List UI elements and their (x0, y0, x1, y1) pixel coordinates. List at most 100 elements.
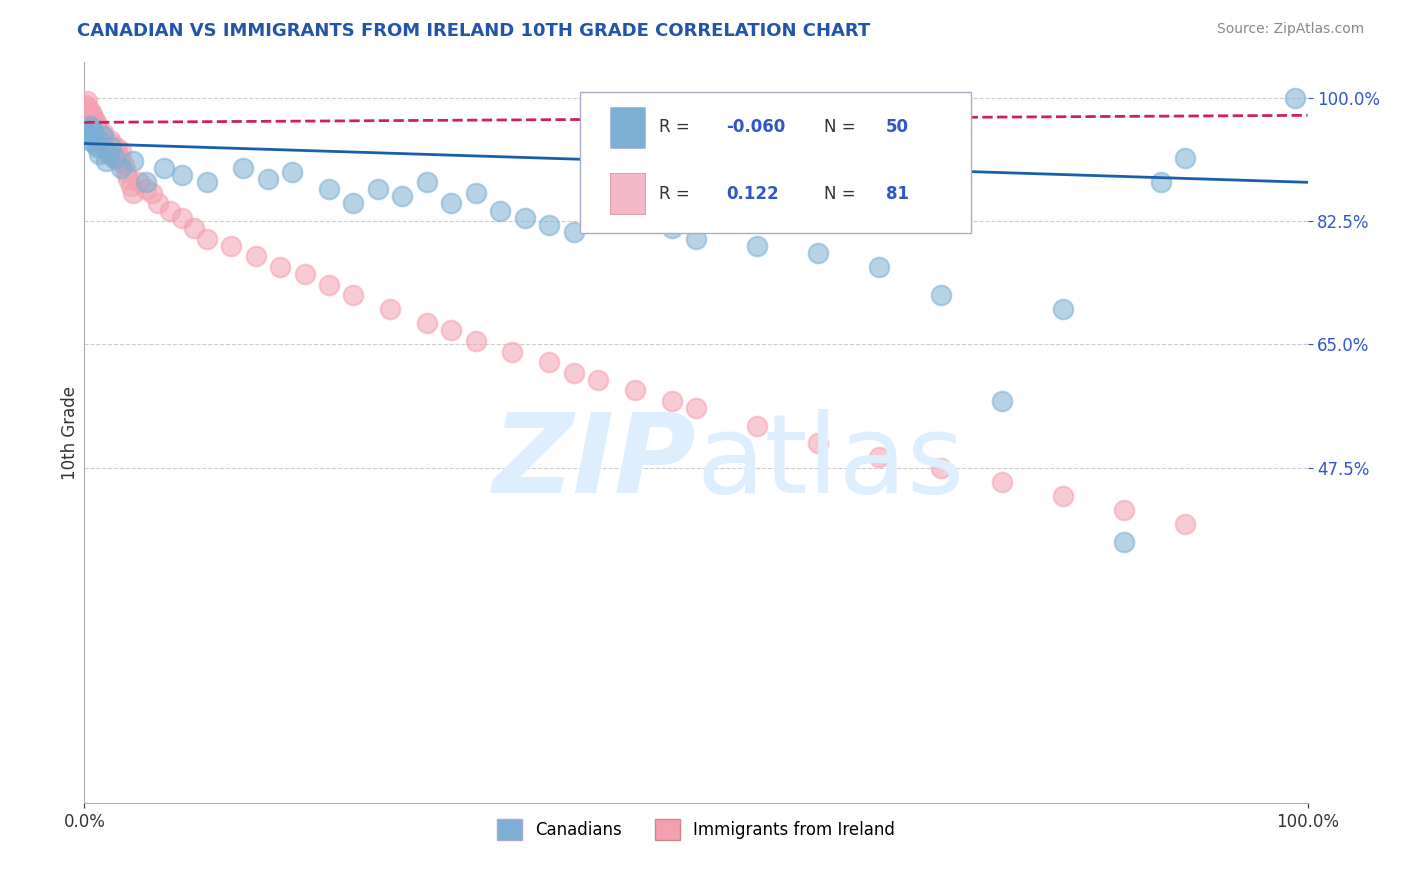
Point (146, 196, 169, 211)
Point (135, 182, 157, 196)
Point (93, 140, 115, 154)
Y-axis label: 10th Grade: 10th Grade (60, 385, 79, 480)
Point (94, 133, 117, 147)
Point (82, 115, 104, 129)
Point (153, 161, 176, 176)
Point (75, 104, 97, 119)
Point (1114, 503, 1136, 517)
Point (80, 119, 103, 133)
Point (87, 147, 110, 161)
Point (91, 129, 114, 144)
Point (107, 154, 129, 169)
Point (100, 147, 122, 161)
Legend: Canadians, Immigrants from Ireland: Canadians, Immigrants from Ireland (489, 813, 903, 847)
Point (77, 112, 100, 126)
Point (87, 129, 110, 144)
Point (117, 171, 139, 186)
Point (97, 147, 120, 161)
Point (87, 133, 110, 147)
Point (685, 232, 707, 246)
Point (90, 133, 112, 147)
Point (1052, 489, 1074, 503)
Text: atlas: atlas (696, 409, 965, 516)
Point (77, 108, 100, 122)
Point (807, 245, 830, 260)
Point (103, 151, 125, 165)
Point (464, 186, 486, 200)
Point (807, 436, 830, 450)
Point (269, 260, 291, 274)
Text: CANADIAN VS IMMIGRANTS FROM IRELAND 10TH GRADE CORRELATION CHART: CANADIAN VS IMMIGRANTS FROM IRELAND 10TH… (77, 22, 870, 40)
Point (79, 115, 101, 129)
Point (612, 207, 634, 221)
Point (98, 133, 121, 147)
Point (87, 133, 110, 147)
Point (83, 122, 105, 136)
Point (86, 122, 108, 136)
Point (1150, 175, 1173, 189)
FancyBboxPatch shape (579, 92, 972, 233)
Point (869, 260, 891, 274)
Point (195, 232, 218, 246)
Point (80, 122, 103, 136)
Point (747, 418, 769, 433)
Point (440, 196, 463, 211)
Point (1284, 91, 1306, 105)
Point (79, 112, 101, 126)
Point (1174, 517, 1197, 532)
Text: ZIP: ZIP (492, 409, 696, 516)
Point (367, 182, 389, 196)
Point (929, 288, 952, 302)
Point (342, 196, 364, 211)
Point (83, 126, 105, 140)
Point (80, 104, 103, 119)
Point (128, 175, 150, 189)
Point (101, 136, 124, 151)
Point (685, 401, 707, 415)
Point (440, 323, 463, 337)
Text: -0.060: -0.060 (727, 119, 786, 136)
Text: N =: N = (824, 185, 862, 202)
Point (122, 186, 145, 200)
Point (538, 218, 561, 232)
Text: R =: R = (659, 119, 696, 136)
Point (416, 316, 439, 330)
Point (83, 119, 105, 133)
Point (120, 178, 142, 193)
Point (159, 203, 181, 218)
Text: 50: 50 (886, 119, 908, 136)
Point (586, 203, 609, 218)
Point (96, 154, 118, 169)
Point (76, 94, 98, 108)
Point (1114, 535, 1136, 549)
Point (82, 108, 104, 122)
Point (77, 126, 100, 140)
Point (391, 189, 413, 203)
Point (96, 136, 118, 151)
Point (76, 101, 98, 115)
Point (318, 277, 340, 292)
Point (79, 119, 101, 133)
Point (104, 147, 127, 161)
Point (416, 175, 439, 189)
Point (87, 122, 110, 136)
Point (636, 214, 658, 228)
Point (110, 144, 132, 158)
FancyBboxPatch shape (610, 173, 644, 214)
Point (172, 211, 194, 225)
Point (1052, 302, 1074, 317)
Point (83, 112, 105, 126)
Point (661, 221, 683, 235)
Point (105, 144, 128, 158)
Point (77, 133, 100, 147)
Point (104, 151, 127, 165)
Text: N =: N = (824, 119, 862, 136)
Point (562, 225, 585, 239)
Point (122, 154, 145, 169)
Point (86, 119, 108, 133)
Point (624, 384, 647, 398)
Point (172, 168, 194, 182)
Point (294, 267, 316, 281)
Text: 81: 81 (886, 185, 908, 202)
Point (84, 115, 107, 129)
